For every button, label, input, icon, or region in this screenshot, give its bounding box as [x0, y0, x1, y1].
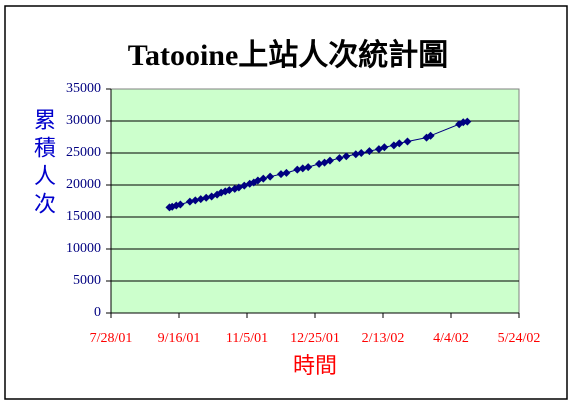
data-point [259, 174, 268, 183]
x-tick-label: 5/24/02 [498, 331, 541, 346]
data-point [304, 163, 313, 172]
y-axis-title: 累積人次 [30, 108, 55, 220]
data-point [395, 139, 404, 148]
data-point [196, 195, 205, 204]
y-tick-label: 5000 [73, 273, 101, 288]
data-point [225, 186, 234, 195]
data-point [277, 170, 285, 179]
data-point [335, 154, 344, 163]
data-point [380, 143, 389, 152]
x-tick-label: 12/25/01 [290, 331, 340, 346]
y-tick-label: 10000 [66, 241, 101, 256]
data-point [202, 193, 211, 202]
data-point [293, 165, 302, 174]
y-tick-label: 20000 [66, 177, 101, 192]
data-point [365, 147, 374, 156]
x-tick-label: 4/4/02 [433, 331, 469, 346]
data-point [176, 200, 185, 209]
y-tick-label: 35000 [66, 81, 101, 96]
x-tick-label: 2/13/02 [362, 331, 405, 346]
data-point [342, 152, 351, 161]
data-point [357, 149, 366, 157]
data-point [315, 159, 324, 168]
data-point [351, 150, 360, 159]
x-tick-label: 9/16/01 [158, 331, 201, 346]
x-axis-title: 時間 [293, 353, 337, 378]
data-point [403, 137, 412, 146]
data-point [463, 117, 472, 126]
data-point [266, 172, 275, 181]
data-point [185, 197, 194, 206]
data-point [282, 168, 291, 177]
plot-area [110, 88, 520, 314]
data-point [426, 131, 435, 140]
data-point [191, 196, 200, 205]
y-tick-label: 15000 [66, 209, 101, 224]
y-tick-label: 30000 [66, 113, 101, 128]
data-point [325, 156, 334, 165]
x-tick-label: 11/5/01 [226, 331, 268, 346]
x-tick-label: 7/28/01 [90, 331, 133, 346]
y-tick-label: 25000 [66, 145, 101, 160]
y-tick-label: 0 [94, 305, 101, 320]
data-point [298, 164, 307, 173]
chart-title: Tatooine上站人次統計圖 [128, 38, 449, 72]
